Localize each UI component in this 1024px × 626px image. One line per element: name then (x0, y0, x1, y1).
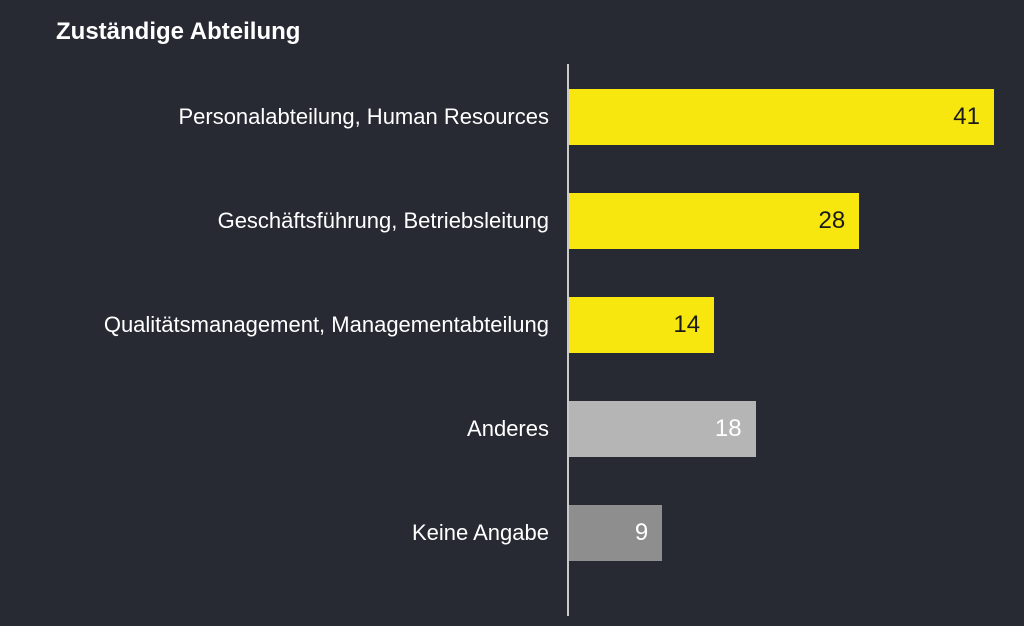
bar-label: Anderes (467, 416, 567, 442)
bar-value: 18 (715, 415, 742, 443)
bar-value: 9 (635, 519, 648, 547)
bar-rect: 41 (569, 89, 994, 145)
chart-root: Zuständige Abteilung Personalabteilung, … (0, 0, 1024, 626)
plot-area: Personalabteilung, Human Resources41 Gesc… (567, 64, 992, 616)
bar-value: 41 (953, 103, 980, 131)
bar-label: Qualitätsmanagement, Managementabteilung (104, 312, 567, 338)
bar-label: Geschäftsführung, Betriebsleitung (218, 208, 567, 234)
bar-rect: 28 (569, 193, 859, 249)
chart-title: Zuständige Abteilung (56, 18, 300, 46)
bar-row: Anderes18 (567, 401, 992, 457)
bar-value: 14 (673, 311, 700, 339)
bar-label: Personalabteilung, Human Resources (178, 104, 567, 130)
bar-row: Personalabteilung, Human Resources41 (567, 89, 992, 145)
bar-label: Keine Angabe (412, 520, 567, 546)
bar-rect: 9 (569, 505, 662, 561)
bar-rect: 14 (569, 297, 714, 353)
bar-row: Geschäftsführung, Betriebsleitung28 (567, 193, 992, 249)
bar-row: Keine Angabe9 (567, 505, 992, 561)
bar-rect: 18 (569, 401, 756, 457)
bar-row: Qualitätsmanagement, Managementabteilung… (567, 297, 992, 353)
bar-value: 28 (819, 207, 846, 235)
